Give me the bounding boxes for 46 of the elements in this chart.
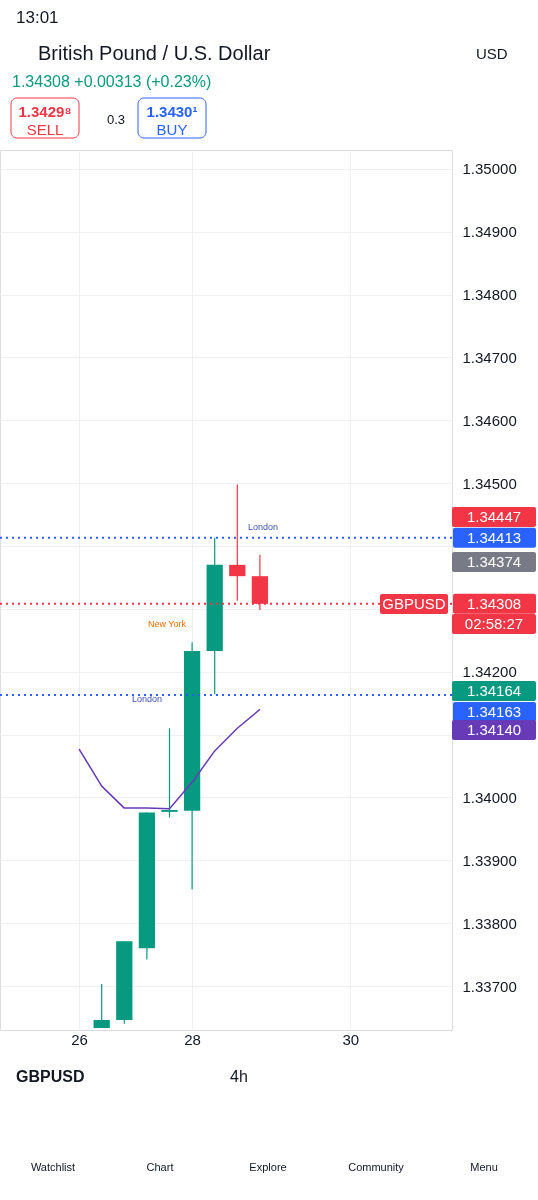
y-tick-label: 1.34200 <box>462 663 517 681</box>
line-series <box>78 708 261 810</box>
x-tick-label: 28 <box>184 1030 201 1048</box>
text: 1.3429⁸ <box>18 103 72 120</box>
text: SELL <box>26 121 64 138</box>
y-tick-label: 1.33800 <box>462 914 517 932</box>
x-tick-label: 26 <box>71 1030 88 1048</box>
y-tick-label: 1.34000 <box>462 788 517 806</box>
y-tick-label: 1.33900 <box>462 851 517 869</box>
text: Explore <box>249 1161 287 1173</box>
text: Menu <box>470 1161 498 1173</box>
text: 1.34164 <box>466 682 522 699</box>
y-tick-label: 1.34800 <box>462 286 517 304</box>
text: USD <box>476 45 508 62</box>
text: 13:01 <box>16 8 59 27</box>
text: Watchlist <box>30 1161 76 1173</box>
y-tick-label: 1.34600 <box>462 411 517 429</box>
y-tick-label: 1.35000 <box>462 160 517 178</box>
text: 02:58:27 <box>464 615 524 632</box>
text: GBPUSD <box>16 1068 85 1085</box>
text: Community <box>348 1161 405 1173</box>
chart-subtitle: 1.34308 +0.00313 (+0.23%) <box>12 73 212 90</box>
y-tick-label: 1.34900 <box>462 223 517 241</box>
candlestick <box>229 483 246 602</box>
ref-line-label: 1.34413 <box>466 528 522 546</box>
annotation: New York <box>147 619 187 629</box>
text: 1.34140 <box>466 721 522 738</box>
text: 1.34374 <box>466 553 522 570</box>
ref-line-label: 1.34308 <box>466 594 522 612</box>
text: 1.3430¹ <box>146 103 198 120</box>
y-tick-label: 1.34500 <box>462 474 517 492</box>
annotation: London <box>247 522 279 532</box>
y-tick-label: 1.33700 <box>462 977 517 995</box>
chart-title: British Pound / U.S. Dollar <box>38 42 271 64</box>
candlestick <box>161 727 178 819</box>
y-tick-label: 1.34700 <box>462 348 517 366</box>
x-tick-label: 30 <box>342 1030 360 1048</box>
text: 0.3 <box>106 112 126 127</box>
text: BUY <box>156 121 188 138</box>
text: 4h <box>230 1068 248 1085</box>
annotation: GBPUSD <box>382 595 446 612</box>
annotation: London <box>131 694 163 704</box>
ref-line-label: 1.34163 <box>466 702 522 720</box>
text: Chart <box>146 1161 174 1173</box>
text: 1.34447 <box>466 508 522 525</box>
candlestick <box>93 983 110 1029</box>
